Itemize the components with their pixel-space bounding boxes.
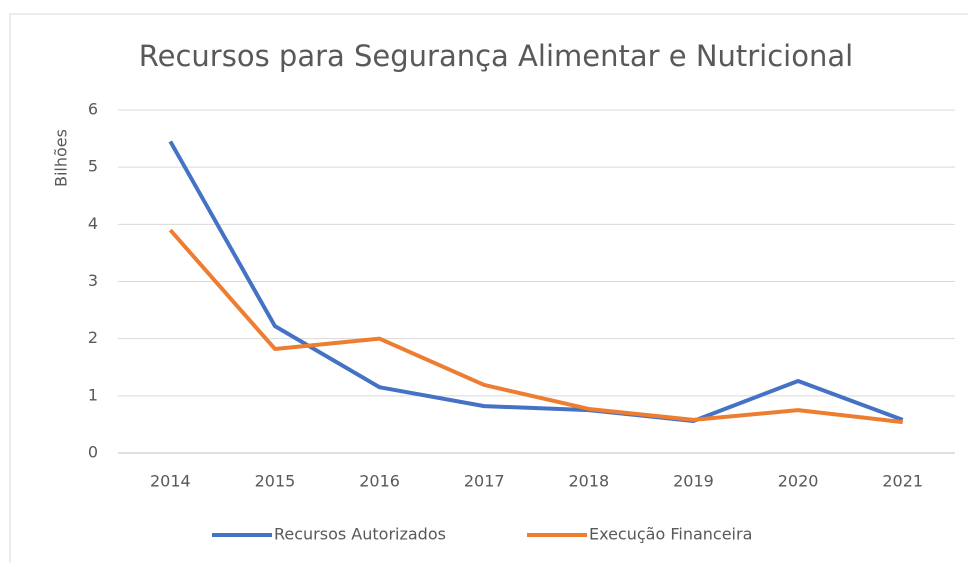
- x-tick-label: 2016: [359, 472, 400, 491]
- y-tick-label: 3: [88, 271, 98, 290]
- x-tick-label: 2021: [882, 472, 923, 491]
- y-tick-label: 6: [88, 100, 98, 119]
- y-tick-label: 1: [88, 385, 98, 404]
- x-tick-label: 2014: [150, 472, 191, 491]
- y-tick-label: 0: [88, 443, 98, 462]
- series-line: [168, 228, 903, 425]
- legend-label: Recursos Autorizados: [274, 525, 446, 544]
- y-tick-label: 5: [88, 157, 98, 176]
- x-tick-label: 2020: [778, 472, 819, 491]
- y-tick-label: 4: [88, 214, 98, 233]
- y-tick-label: 2: [88, 328, 98, 347]
- y-axis-label: Bilhões: [52, 129, 71, 187]
- series-line: [168, 140, 904, 423]
- legend-label: Execução Financeira: [589, 525, 752, 544]
- x-tick-label: 2015: [255, 472, 296, 491]
- x-tick-label: 2019: [673, 472, 714, 491]
- chart-frame: [9, 13, 968, 567]
- chart-title: Recursos para Segurança Alimentar e Nutr…: [139, 39, 853, 73]
- x-tick-label: 2017: [464, 472, 505, 491]
- x-tick-label: 2018: [568, 472, 609, 491]
